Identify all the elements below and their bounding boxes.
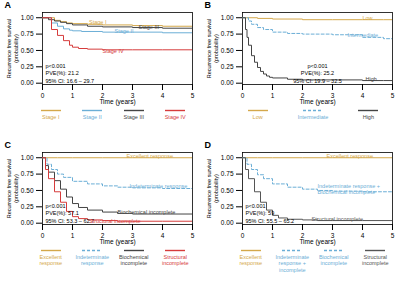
svg-text:Indeterminate response +Bioche: Indeterminate response +Biochemical inco…: [318, 183, 381, 195]
svg-text:3: 3: [330, 92, 335, 100]
svg-text:4: 4: [161, 92, 165, 99]
svg-text:0.00: 0.00: [21, 79, 34, 86]
svg-text:0: 0: [41, 92, 45, 99]
svg-text:0.25: 0.25: [221, 203, 234, 210]
svg-text:Time (years): Time (years): [299, 238, 335, 246]
svg-text:Time (years): Time (years): [99, 98, 135, 106]
svg-text:3: 3: [330, 232, 335, 240]
svg-text:0.50: 0.50: [21, 187, 34, 194]
svg-text:0.25: 0.25: [21, 203, 34, 210]
svg-text:5: 5: [191, 92, 195, 99]
html-text:Indeterminate response + incom: Indeterminate response + incomplete: [275, 254, 310, 273]
svg-text:1.00: 1.00: [21, 14, 34, 21]
html-text:Biochemical incomplete: Biochemical incomplete: [118, 254, 149, 267]
svg-text:0.50: 0.50: [221, 187, 234, 194]
html-text:Stage II: Stage II: [82, 114, 102, 120]
svg-text:5: 5: [391, 92, 395, 99]
svg-text:0.25: 0.25: [21, 63, 34, 70]
html-text:Structural incomplete: Structural incomplete: [361, 254, 389, 267]
html-text:Indeterminate response: Indeterminate response: [75, 254, 110, 267]
svg-text:0.00: 0.00: [221, 219, 234, 226]
svg-text:Recurrence free survival(proba: Recurrence free survival(probability): [206, 19, 218, 79]
svg-text:0: 0: [241, 92, 245, 99]
svg-text:0.50: 0.50: [221, 47, 234, 54]
svg-text:Stage IV: Stage IV: [103, 48, 124, 54]
svg-text:3: 3: [130, 92, 135, 100]
svg-text:1: 1: [271, 232, 275, 239]
svg-text:Time (years): Time (years): [99, 238, 135, 246]
svg-text:2: 2: [300, 92, 305, 100]
svg-text:Recurrence free survival(proba: Recurrence free survival(probability): [6, 159, 18, 219]
svg-text:Structural incomplete: Structural incomplete: [312, 216, 364, 222]
svg-text:1: 1: [71, 232, 75, 239]
html-text:Excellent response: Excellent response: [239, 254, 263, 267]
svg-text:2: 2: [100, 232, 105, 240]
svg-text:0.00: 0.00: [21, 219, 34, 226]
svg-text:p<0.001PVE(%): 21.295% CI: 16.: p<0.001PVE(%): 21.295% CI: 16.6 – 29.7: [46, 63, 95, 83]
html-text:Stage III: Stage III: [123, 114, 144, 120]
svg-text:p<0.001PVE(%): 25.295% CI: 19.: p<0.001PVE(%): 25.295% CI: 19.9 – 32.5: [293, 63, 342, 83]
svg-text:0.00: 0.00: [221, 79, 234, 86]
svg-text:1: 1: [71, 92, 75, 99]
svg-text:0.75: 0.75: [21, 170, 34, 177]
svg-text:High: High: [366, 76, 377, 82]
svg-text:0.50: 0.50: [21, 47, 34, 54]
svg-text:Time (years): Time (years): [299, 98, 335, 106]
svg-text:Recurrence free survival(proba: Recurrence free survival(probability): [6, 19, 18, 79]
svg-text:p<0.001PVE(%): 57.195% CI: 53.: p<0.001PVE(%): 57.195% CI: 53.3 – 62.7: [46, 203, 95, 223]
svg-text:2: 2: [300, 232, 305, 240]
svg-text:0.25: 0.25: [221, 63, 234, 70]
html-text:Low: Low: [252, 114, 263, 120]
svg-text:D: D: [205, 140, 212, 150]
svg-text:A: A: [5, 0, 12, 10]
html-text:Intermediate: Intermediate: [297, 114, 329, 120]
svg-text:B: B: [205, 0, 212, 10]
svg-text:C: C: [5, 140, 12, 150]
html-text:Stage IV: Stage IV: [164, 114, 186, 120]
html-text:Structural incomplete: Structural incomplete: [161, 254, 189, 267]
svg-text:3: 3: [130, 232, 135, 240]
svg-text:0.75: 0.75: [221, 30, 234, 37]
html-text:High: High: [362, 114, 374, 120]
html-text:Stage I: Stage I: [42, 114, 60, 120]
svg-text:1: 1: [271, 92, 275, 99]
svg-text:2: 2: [100, 92, 105, 100]
svg-text:0: 0: [41, 232, 45, 239]
svg-text:Excellent response: Excellent response: [127, 153, 173, 159]
html-text:Biochemical incomplete: Biochemical incomplete: [318, 254, 349, 267]
svg-text:4: 4: [361, 232, 365, 239]
svg-text:5: 5: [391, 232, 395, 239]
svg-text:Stage III: Stage III: [139, 24, 160, 30]
svg-text:Excellent response: Excellent response: [327, 153, 373, 159]
svg-text:Stage I: Stage I: [89, 19, 107, 25]
svg-text:Recurrence free survival(proba: Recurrence free survival(probability): [206, 159, 218, 219]
svg-text:Low: Low: [363, 15, 373, 21]
svg-text:p<0.001PVE(%): 5995% CI: 55.5: p<0.001PVE(%): 5995% CI: 55.5 – 65.2: [246, 203, 295, 223]
svg-text:0: 0: [241, 232, 245, 239]
svg-text:1.00: 1.00: [21, 154, 34, 161]
svg-text:4: 4: [361, 92, 365, 99]
svg-text:0.75: 0.75: [221, 170, 234, 177]
svg-text:0.75: 0.75: [21, 30, 34, 37]
svg-text:Intermediate: Intermediate: [348, 32, 379, 38]
svg-text:Indeterminate response: Indeterminate response: [130, 183, 188, 189]
svg-text:1.00: 1.00: [221, 14, 234, 21]
svg-text:4: 4: [161, 232, 165, 239]
html-text:Excellent response: Excellent response: [39, 254, 63, 267]
svg-text:5: 5: [191, 232, 195, 239]
svg-text:Biochemical incomplete: Biochemical incomplete: [118, 209, 176, 215]
svg-text:Stage II: Stage II: [115, 28, 134, 34]
svg-text:Structural incomplete: Structural incomplete: [89, 218, 141, 224]
svg-text:1.00: 1.00: [221, 154, 234, 161]
